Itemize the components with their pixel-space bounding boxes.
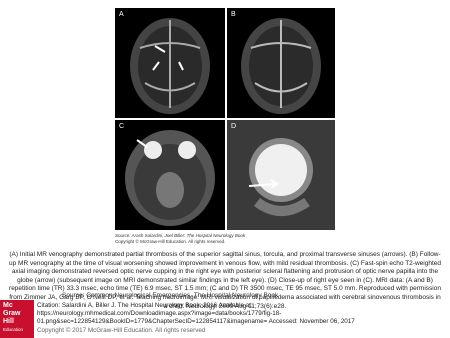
image-credit: Source: Arash Salardini, Joel Biller: Th…	[115, 233, 245, 244]
image-copyright: Copyright © McGraw-Hill Education. All r…	[115, 238, 226, 244]
panel-label: D	[231, 123, 237, 130]
citation-line: https://neurology.mhmedical.com/Download…	[37, 310, 282, 318]
mri-image	[227, 120, 335, 230]
source-line: Source: Common Neurological Emergencies,…	[62, 292, 279, 299]
logo-text: Mc	[3, 302, 13, 309]
panel-b: B	[227, 8, 335, 118]
mri-image	[130, 18, 210, 114]
panel-a: A	[115, 8, 225, 118]
panel-label: B	[231, 11, 236, 18]
image-source: Source: Arash Salardini, Joel Biller: Th…	[115, 233, 246, 238]
citation-line: Citation: Salardini A, Biller J. The Hos…	[37, 302, 253, 309]
citation: Citation: Salardini A, Biller J. The Hos…	[37, 302, 355, 335]
panel-label: A	[119, 11, 124, 18]
mri-image	[241, 18, 321, 114]
logo-text: Graw	[3, 310, 21, 317]
mri-image	[125, 130, 215, 226]
panel-label: C	[119, 123, 125, 130]
logo-text: Education	[3, 327, 24, 332]
logo-text: Hill	[3, 318, 14, 325]
citation-line: 01.png&sec=122854129&BookID=1779&Chapter…	[37, 318, 355, 326]
panel-d: D	[227, 120, 335, 230]
citation-copyright: Copyright © 2017 McGraw-Hill Education. …	[37, 326, 206, 334]
panel-c: C	[115, 120, 225, 230]
caption: (A) Initial MR venography demonstrated p…	[9, 251, 441, 310]
publisher-logo: Mc Graw Hill Education	[0, 300, 34, 338]
